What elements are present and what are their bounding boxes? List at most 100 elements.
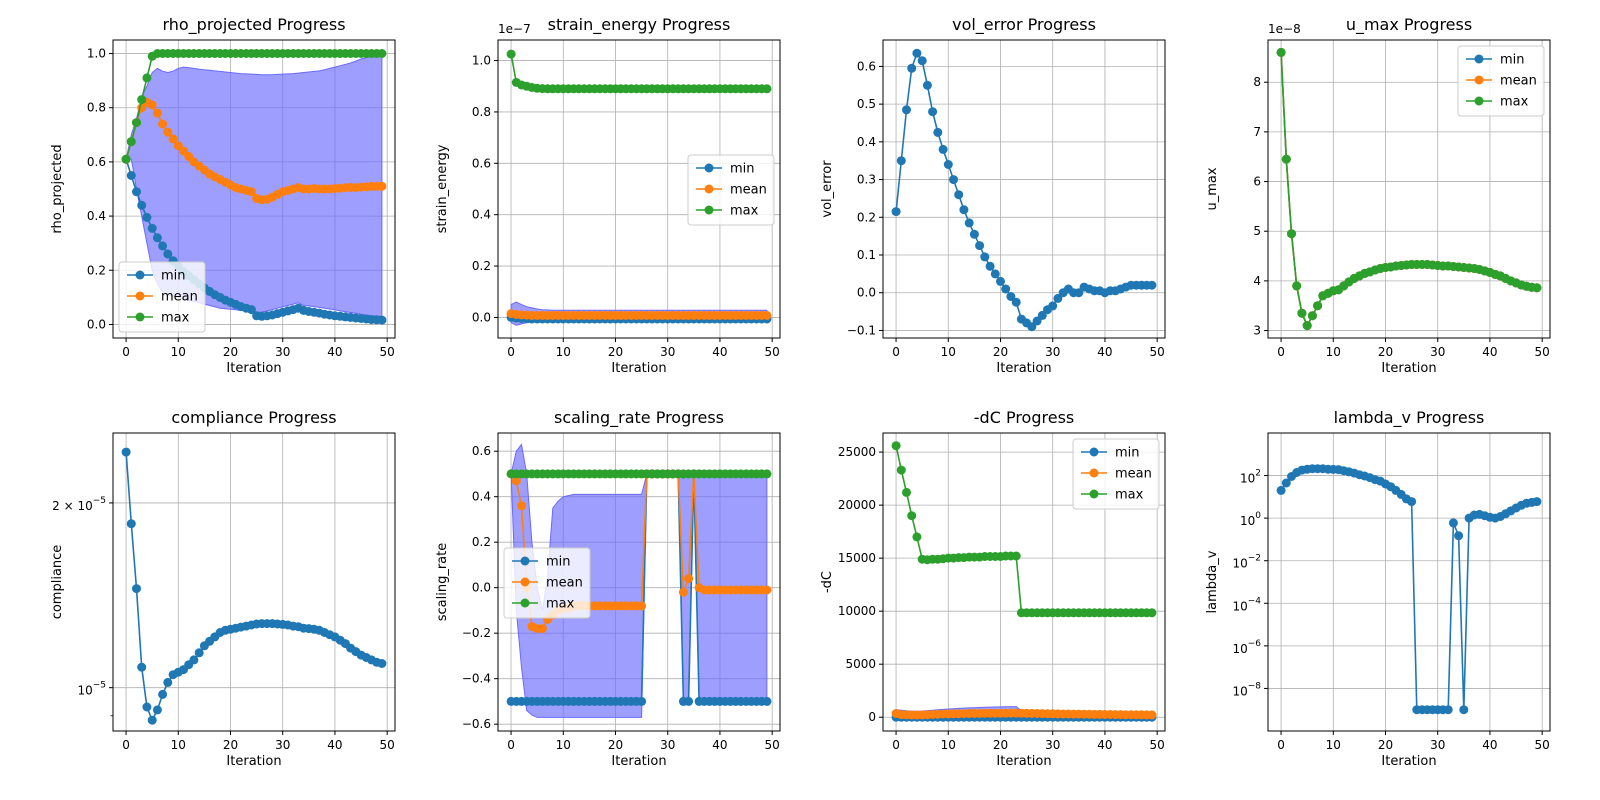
x-tick-label: 20	[223, 738, 238, 752]
x-tick-label: 0	[122, 738, 130, 752]
data-point-min	[954, 190, 964, 200]
subplot-title: compliance Progress	[171, 408, 336, 427]
data-point-min	[1454, 531, 1464, 541]
subplot-dc: 0 10 20 30 40 50 0 5000 10000 15000 20000 25000 -dC …	[820, 408, 1166, 769]
data-point-min	[996, 276, 1005, 286]
data-point-min	[922, 80, 932, 90]
series-layer	[891, 441, 1157, 722]
series-layer	[121, 447, 387, 725]
data-point-min	[163, 249, 173, 259]
y-tick-label: 0.0	[87, 317, 106, 331]
data-point-min	[1448, 518, 1458, 528]
legend-marker-min	[135, 270, 145, 280]
data-point-max	[137, 95, 147, 105]
subplot-title: u_max Progress	[1346, 15, 1472, 35]
plot-area	[113, 433, 395, 731]
x-tick-label: 40	[1097, 738, 1112, 752]
series-layer	[1276, 464, 1542, 715]
grid	[883, 40, 1165, 338]
data-point-min	[132, 187, 141, 197]
data-point-min	[637, 696, 647, 706]
series-max	[506, 469, 772, 479]
data-point-max	[1281, 154, 1291, 164]
data-point-mean	[1147, 710, 1157, 720]
subplot-lambda: 0 10 20 30 40 50 10−8 10−6 10−4 10−2 100 102 lambda_…	[1205, 408, 1551, 769]
legend: min mean max	[1457, 45, 1545, 117]
legend-marker-mean	[520, 577, 530, 587]
axes-frame	[1267, 39, 1551, 339]
x-tick-label: 0	[892, 738, 900, 752]
data-point-min	[762, 696, 772, 706]
x-tick-label: 20	[608, 738, 623, 752]
x-tick-label: 50	[765, 738, 780, 752]
x-axis-label: Iteration	[996, 754, 1051, 769]
legend-label-mean: mean	[546, 576, 583, 591]
data-point-mean	[684, 574, 694, 584]
data-point-min	[137, 200, 147, 210]
legend-marker-max	[704, 205, 714, 215]
x-axis-label: Iteration	[996, 361, 1051, 376]
y-tick-label: −0.2	[462, 626, 491, 640]
legend: min mean max	[687, 154, 775, 226]
legend-marker-min	[1474, 54, 1484, 64]
subplot-compliance: 0 10 20 30 40 50 10−5 2 × 10−5 compliance Progre…	[50, 408, 396, 769]
data-point-mean	[168, 134, 178, 144]
x-tick-label: 10	[1326, 345, 1341, 359]
y-tick-label: 2 × 10−5	[52, 496, 106, 513]
subplot-title: strain_energy Progress	[548, 15, 731, 35]
y-axis-label: u_max	[1205, 167, 1220, 210]
y-tick-label: 25000	[838, 445, 876, 459]
y-tick-label: 0.4	[472, 208, 491, 222]
legend-label-mean: mean	[1500, 74, 1537, 89]
series-layer	[1276, 47, 1542, 331]
series-layer	[506, 443, 772, 718]
data-point-max	[1011, 551, 1021, 561]
y-tick-label: 0.3	[857, 173, 876, 187]
y-axis-label: scaling_rate	[435, 543, 450, 622]
legend-label-min: min	[730, 162, 755, 177]
subplot-title: vol_error Progress	[952, 15, 1096, 35]
y-tick-label: 10−4	[1232, 596, 1261, 613]
x-tick-label: 20	[993, 738, 1008, 752]
y-tick-label: 0.2	[857, 210, 876, 224]
offset-text: 1e−7	[498, 22, 531, 36]
data-point-min	[980, 252, 990, 262]
data-point-min	[896, 156, 906, 166]
series-min	[506, 469, 772, 706]
data-point-min	[1443, 705, 1453, 715]
data-point-min	[246, 305, 256, 315]
x-tick-label: 10	[941, 738, 956, 752]
x-tick-label: 10	[171, 345, 186, 359]
series-layer	[891, 48, 1157, 332]
data-point-mean	[537, 624, 547, 634]
data-point-min	[1001, 284, 1011, 294]
series-max	[506, 49, 772, 94]
data-point-min	[949, 175, 958, 185]
y-tick-label: 0.2	[472, 259, 491, 273]
x-tick-label: 40	[1097, 345, 1112, 359]
y-tick-label: 10−2	[1232, 554, 1261, 571]
legend: min mean max	[118, 261, 206, 333]
data-point-min	[147, 223, 157, 233]
data-point-min	[152, 233, 162, 243]
subplot-title: scaling_rate Progress	[554, 408, 724, 428]
data-point-max	[907, 511, 917, 521]
data-point-min	[938, 144, 948, 154]
x-tick-label: 10	[556, 345, 571, 359]
data-point-min	[194, 648, 204, 658]
data-point-min	[142, 212, 152, 222]
legend-marker-min	[520, 556, 530, 566]
y-tick-label: 1.0	[87, 47, 106, 61]
x-tick-label: 0	[122, 345, 130, 359]
y-tick-label: −0.1	[847, 323, 876, 337]
data-point-max	[1302, 321, 1312, 331]
data-point-max	[377, 49, 387, 58]
x-tick-label: 50	[1150, 738, 1165, 752]
subplot-scaling: 0 10 20 30 40 50 −0.6 −0.4 −0.2 0.0 0.2 0.4 0.6 scali…	[435, 408, 781, 769]
data-point-min	[902, 105, 911, 115]
x-tick-label: 40	[712, 738, 727, 752]
legend-label-min: min	[546, 555, 571, 570]
axes-frame	[497, 432, 781, 732]
data-point-min	[969, 229, 979, 239]
x-tick-label: 0	[1277, 738, 1285, 752]
